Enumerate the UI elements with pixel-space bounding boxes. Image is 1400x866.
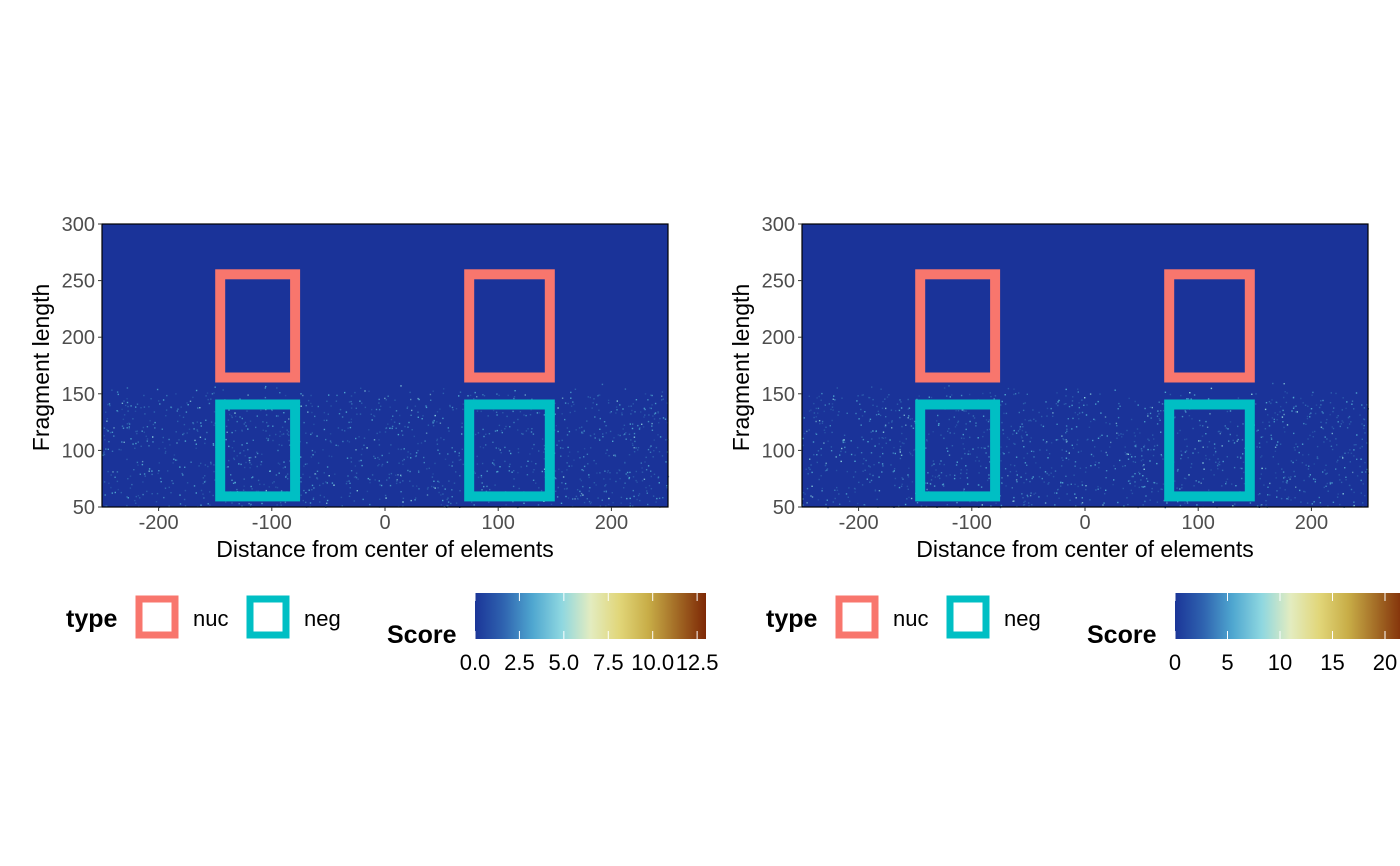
x-axis-title-left: Distance from center of elements	[216, 536, 553, 562]
colorbar-tick-label: 10.0	[631, 650, 674, 675]
x-tick-label: 100	[482, 512, 515, 534]
type-legend-left: type nuc neg	[66, 595, 341, 639]
legend-label-neg-right: neg	[1004, 606, 1041, 631]
x-axis-title-right: Distance from center of elements	[916, 536, 1253, 562]
x-tick-label: 200	[595, 512, 628, 534]
x-tick-label: -200	[839, 512, 879, 534]
colorbar-tick-label: 15	[1320, 650, 1344, 675]
heatmap-background	[802, 224, 1368, 507]
score-colorbar-right: Score 0 5 10 15 20	[1087, 593, 1400, 675]
x-tick-label: 0	[1079, 512, 1090, 534]
x-tick-label: -100	[252, 512, 292, 534]
legend-label-nuc-left: nuc	[193, 606, 228, 631]
heatmap-panel-left: -200 -100 0 100 200 50 100 150 200 250 300 Distanc…	[28, 214, 719, 675]
region-box-nuc-0	[215, 269, 301, 383]
y-axis-title-right: Fragment length	[728, 284, 754, 451]
region-box-neg-2	[215, 399, 301, 502]
y-tick-label: 150	[762, 384, 795, 406]
y-tick-label: 50	[773, 497, 795, 519]
plot-area-right: -200 -100 0 100 200 50 100 150 200 250 300	[762, 214, 1369, 534]
colorbar-title-right: Score	[1087, 621, 1157, 649]
region-box-nuc-1	[464, 269, 555, 383]
region-box-neg-3	[464, 399, 555, 502]
y-tick-label: 150	[62, 384, 95, 406]
y-tick-label: 250	[762, 271, 795, 293]
x-tick-label: -100	[952, 512, 992, 534]
x-tick-label: 0	[379, 512, 390, 534]
x-tick-label: 200	[1295, 512, 1328, 534]
colorbar-tick-label: 5	[1221, 650, 1233, 675]
x-tick-label: 100	[1182, 512, 1215, 534]
y-tick-label: 50	[73, 497, 95, 519]
x-tick-label: -200	[139, 512, 179, 534]
y-tick-label: 200	[62, 327, 95, 349]
colorbar-tick-label: 0.0	[460, 650, 491, 675]
heatmap-background	[102, 224, 668, 507]
type-legend-right: type nuc neg	[766, 595, 1041, 639]
colorbar-tick-label: 2.5	[504, 650, 535, 675]
colorbar-tick-label: 10	[1268, 650, 1292, 675]
colorbar-tick-label: 12.5	[676, 650, 719, 675]
legend-key-neg-right	[946, 595, 990, 639]
y-tick-label: 300	[62, 214, 95, 236]
plot-area-left: -200 -100 0 100 200 50 100 150 200 250 300	[62, 214, 670, 534]
y-tick-label: 250	[62, 271, 95, 293]
y-tick-label: 100	[762, 440, 795, 462]
y-axis-title-left: Fragment length	[28, 284, 54, 451]
region-box-neg-2	[915, 399, 1001, 502]
legend-key-nuc-left	[135, 595, 179, 639]
legend-label-neg-left: neg	[304, 606, 341, 631]
colorbar-tick-label: 20	[1373, 650, 1397, 675]
colorbar-gradient	[1175, 593, 1400, 639]
legend-key-nuc-right	[835, 595, 879, 639]
region-box-nuc-0	[915, 269, 1001, 383]
region-box-neg-3	[1164, 399, 1255, 502]
type-legend-title-left: type	[66, 605, 118, 633]
legend-key-neg-left	[246, 595, 290, 639]
score-colorbar-left: Score 0.0 2.5 5.0 7.5 10.0 12.5	[387, 593, 719, 675]
y-tick-label: 200	[762, 327, 795, 349]
type-legend-title-right: type	[766, 605, 818, 633]
heatmap-signal-speckle	[802, 382, 1369, 509]
y-tick-label: 100	[62, 440, 95, 462]
y-tick-label: 300	[762, 214, 795, 236]
colorbar-tick-label: 5.0	[549, 650, 580, 675]
region-box-nuc-1	[1164, 269, 1255, 383]
colorbar-gradient	[475, 593, 706, 639]
legend-label-nuc-right: nuc	[893, 606, 928, 631]
colorbar-tick-label: 0	[1169, 650, 1181, 675]
colorbar-tick-label: 7.5	[593, 650, 624, 675]
colorbar-title-left: Score	[387, 621, 457, 649]
